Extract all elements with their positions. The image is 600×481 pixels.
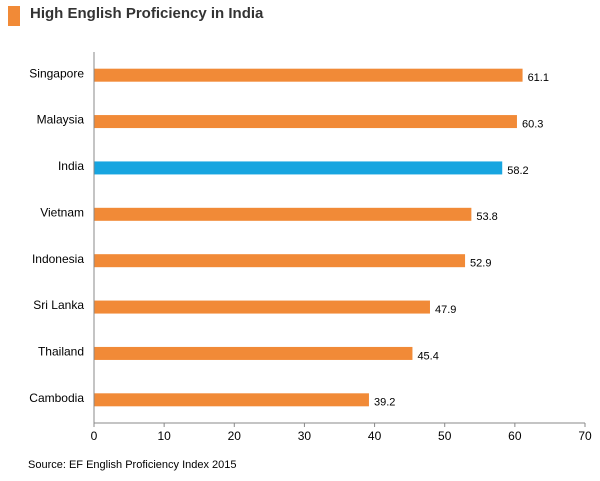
x-tick-label: 0 — [91, 429, 98, 443]
category-label: Indonesia — [32, 252, 84, 266]
bar — [94, 346, 413, 360]
bar — [94, 207, 472, 221]
x-tick-label: 60 — [508, 429, 522, 443]
chart-title: High English Proficiency in India — [30, 5, 264, 22]
category-label: Thailand — [38, 345, 84, 359]
category-label: Sri Lanka — [33, 298, 84, 312]
bar — [94, 300, 430, 314]
x-tick-label: 50 — [438, 429, 452, 443]
data-label: 47.9 — [435, 304, 456, 316]
data-label: 58.2 — [507, 165, 528, 177]
bar — [94, 161, 503, 175]
category-label: Singapore — [29, 66, 84, 80]
bar — [94, 115, 517, 129]
data-label: 61.1 — [528, 72, 549, 84]
x-tick-label: 40 — [368, 429, 382, 443]
x-tick-label: 20 — [228, 429, 242, 443]
data-label: 52.9 — [470, 258, 491, 270]
data-label: 45.4 — [417, 350, 438, 362]
title-marker — [8, 6, 20, 26]
data-label: 39.2 — [374, 397, 395, 409]
data-label: 53.8 — [476, 211, 497, 223]
category-label: Cambodia — [29, 391, 84, 405]
x-tick-label: 10 — [157, 429, 171, 443]
category-label: Vietnam — [40, 205, 84, 219]
source-note: Source: EF English Proficiency Index 201… — [28, 459, 237, 471]
category-label: Malaysia — [37, 113, 85, 127]
bar — [94, 393, 369, 407]
category-label: India — [58, 159, 84, 173]
x-tick-label: 30 — [298, 429, 312, 443]
bar — [94, 68, 523, 82]
data-label: 60.3 — [522, 118, 543, 130]
x-tick-label: 70 — [578, 429, 592, 443]
bar — [94, 254, 466, 268]
